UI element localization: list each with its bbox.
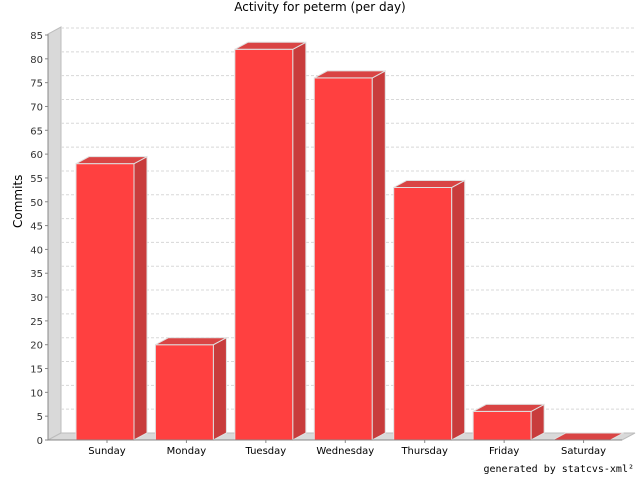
bar-top bbox=[393, 179, 465, 188]
bar bbox=[552, 432, 624, 441]
bar-top bbox=[155, 337, 227, 346]
x-tick-label: Monday bbox=[167, 446, 207, 457]
bar bbox=[393, 179, 466, 441]
bar bbox=[472, 403, 545, 441]
y-tick-label: 80 bbox=[30, 55, 43, 66]
y-tick-label: 10 bbox=[30, 388, 43, 399]
x-tick-label: Tuesday bbox=[245, 446, 287, 457]
y-tick-label: 5 bbox=[37, 412, 43, 423]
bar-front bbox=[393, 186, 453, 441]
bar-top bbox=[234, 41, 307, 50]
y-tick-label: 50 bbox=[30, 198, 43, 209]
bar-top bbox=[314, 70, 386, 79]
generator-credit: generated by statcvs-xml² bbox=[483, 464, 634, 475]
bar-side bbox=[133, 155, 148, 441]
y-axis-ticks: 0 5 10 15 20 25 30 35 40 45 50 55 60 65 70 75 80 85 bbox=[30, 31, 49, 447]
chart-title: Activity for peterm (per day) bbox=[234, 0, 406, 14]
y-tick-label: 40 bbox=[30, 245, 43, 256]
bar-top bbox=[552, 432, 624, 441]
bar-front bbox=[154, 344, 214, 441]
y-tick-label: 85 bbox=[30, 31, 43, 42]
x-tick-label: Saturday bbox=[561, 446, 606, 457]
bar-side bbox=[371, 70, 386, 441]
bar-front bbox=[313, 77, 373, 441]
x-tick-label: Wednesday bbox=[316, 446, 374, 457]
bar-front bbox=[472, 410, 532, 441]
x-tick-label: Sunday bbox=[88, 446, 125, 457]
bar-front bbox=[234, 48, 294, 441]
y-tick-label: 75 bbox=[30, 79, 43, 90]
bar-side bbox=[292, 41, 307, 441]
y-tick-label: 20 bbox=[30, 341, 43, 352]
y-tick-label: 45 bbox=[30, 222, 43, 233]
y-tick-label: 0 bbox=[37, 436, 43, 447]
y-tick-label: 35 bbox=[30, 269, 43, 280]
bar-front bbox=[75, 163, 135, 441]
bar bbox=[75, 155, 148, 441]
x-tick-label: Thursday bbox=[400, 446, 448, 457]
y-tick-label: 30 bbox=[30, 293, 43, 304]
y-tick-label: 25 bbox=[30, 317, 43, 328]
bar bbox=[234, 41, 307, 441]
y-tick-label: 70 bbox=[30, 102, 43, 113]
x-axis-ticks: Sunday Monday Tuesday Wednesday Thursday Frid… bbox=[48, 439, 622, 457]
y-tick-label: 60 bbox=[30, 150, 43, 161]
bar-top bbox=[472, 403, 545, 412]
bar-top bbox=[75, 156, 148, 165]
y-tick-label: 65 bbox=[30, 126, 43, 137]
x-tick-label: Friday bbox=[489, 446, 519, 457]
bar-side bbox=[451, 179, 466, 441]
bar bbox=[154, 336, 227, 441]
side-wall bbox=[47, 26, 62, 441]
bars bbox=[75, 41, 624, 441]
y-tick-label: 55 bbox=[30, 174, 43, 185]
bar bbox=[313, 70, 386, 441]
bar-side bbox=[212, 336, 227, 441]
y-tick-label: 15 bbox=[30, 365, 43, 376]
